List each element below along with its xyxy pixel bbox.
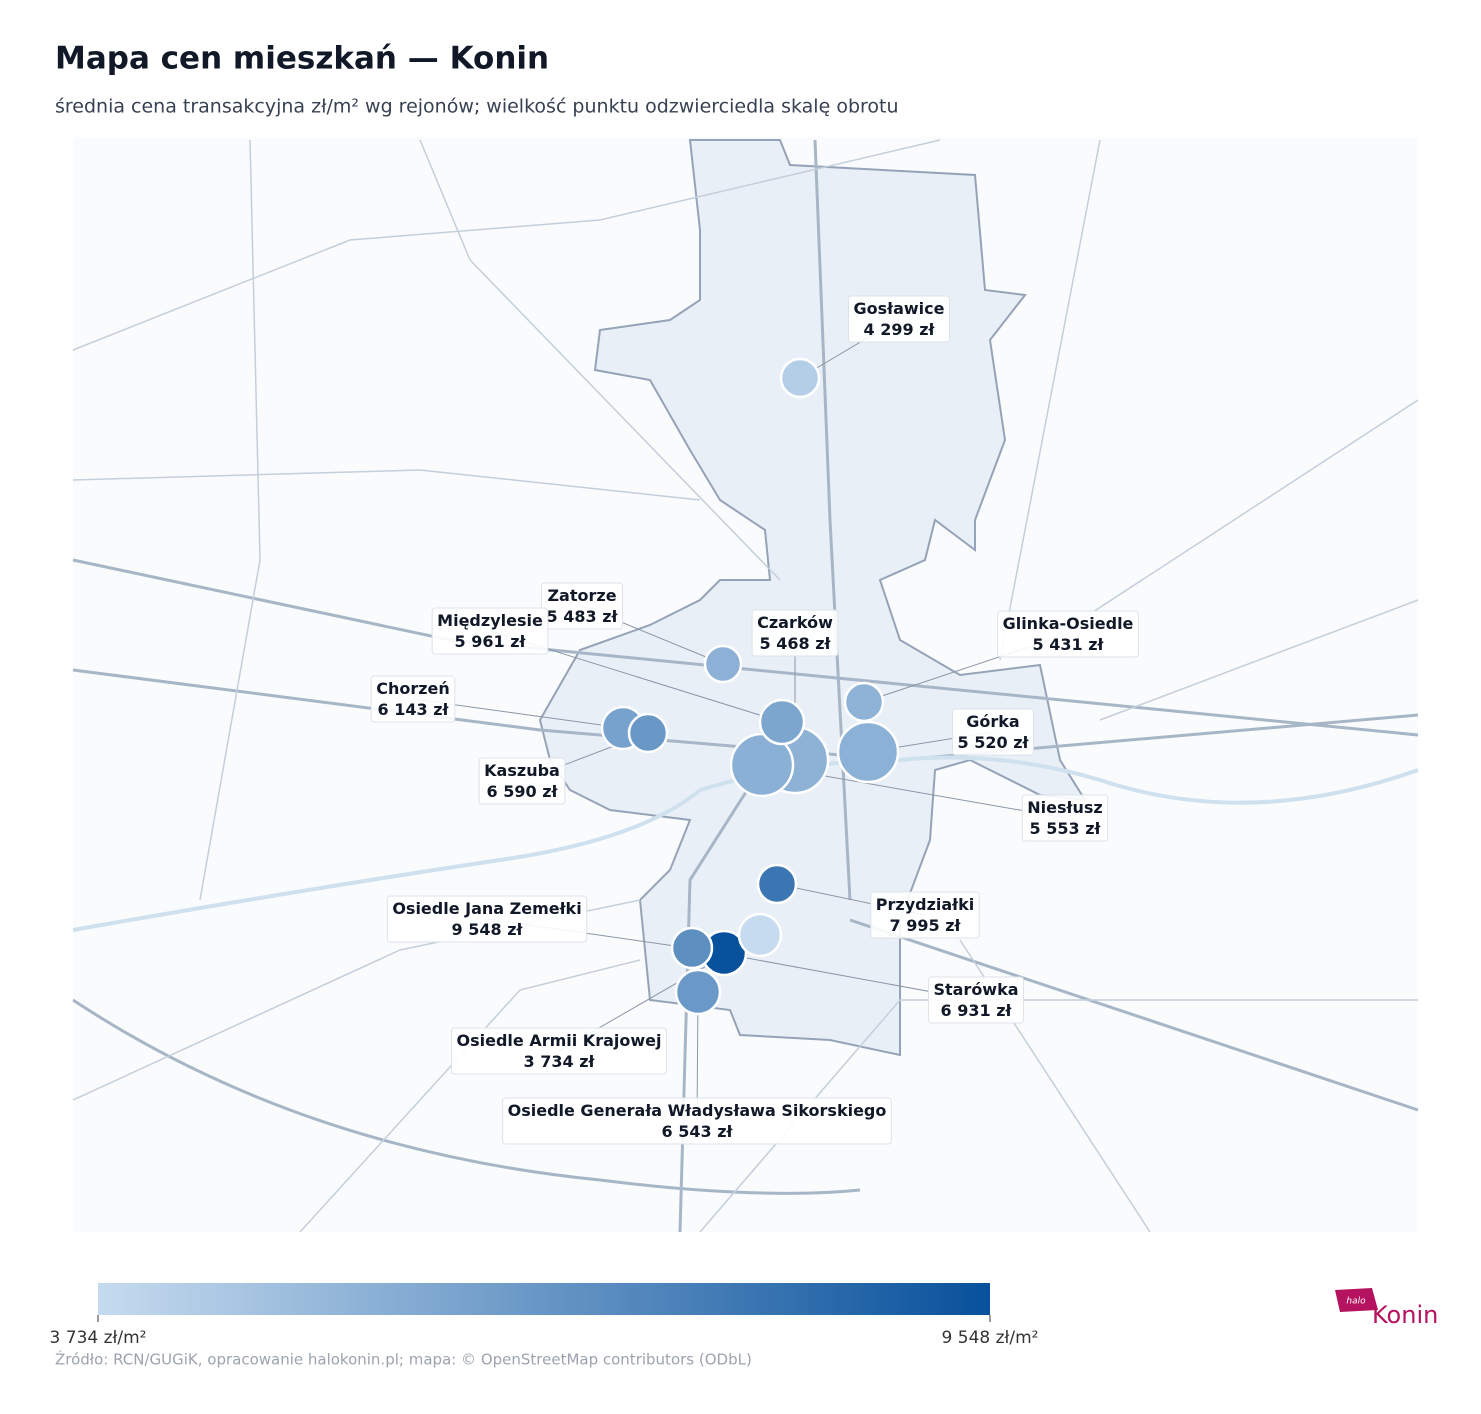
label-box [870, 891, 980, 939]
region-price: 5 468 zł [760, 634, 832, 653]
region-name: Niesłusz [1027, 798, 1102, 817]
bubble [670, 926, 714, 970]
region-label: Kaszuba 6 590 zł [478, 757, 566, 805]
logo-big: Konin [1372, 1301, 1438, 1329]
label-box [927, 976, 1025, 1024]
bubble [737, 912, 783, 958]
region-price: 4 299 zł [864, 320, 936, 339]
label-box [541, 582, 623, 630]
region-price: 6 590 zł [487, 782, 559, 801]
label-box [751, 609, 839, 657]
region-name: Przydziałki [876, 895, 974, 914]
region-name: Osiedle Jana Zemełki [392, 899, 581, 918]
region-name: Osiedle Armii Krajowej [457, 1031, 662, 1050]
region-price: 7 995 zł [890, 916, 962, 935]
title: Mapa cen mieszkań — Konin [55, 41, 549, 77]
label-box [1021, 794, 1109, 842]
map-base [72, 137, 1419, 1233]
region-label: Osiedle Armii Krajowej 3 734 zł [451, 1027, 667, 1075]
region-name: Czarków [757, 613, 833, 632]
region-price: 6 543 zł [662, 1122, 734, 1141]
logo-small: halo [1346, 1297, 1366, 1307]
bubble [843, 681, 885, 723]
region-label: Międzylesie 5 961 zł [431, 607, 549, 655]
colorbar [98, 1283, 990, 1315]
colorbar-tick-label: 9 548 zł/m² [942, 1328, 1039, 1348]
bubble [627, 712, 669, 754]
label-box [370, 675, 456, 723]
region-name: Osiedle Generała Władysława Sikorskiego [508, 1101, 887, 1120]
region-name: Gosławice [854, 299, 945, 318]
subtitle: średnia cena transakcyjna zł/m² wg rejon… [55, 96, 899, 118]
bubble [779, 357, 821, 399]
region-name: Glinka-Osiedle [1003, 614, 1134, 633]
colorbar-tick-label: 3 734 zł/m² [50, 1328, 147, 1348]
label-box [997, 610, 1139, 658]
region-name: Zatorze [547, 586, 616, 605]
region-price: 3 734 zł [524, 1052, 596, 1071]
label-box [502, 1097, 892, 1145]
region-label: Gosławice 4 299 zł [848, 295, 950, 343]
source: Źródło: RCN/GUGiK, opracowanie halokonin… [55, 1350, 752, 1369]
region-price: 5 961 zł [455, 632, 527, 651]
region-label: Zatorze 5 483 zł [541, 582, 623, 630]
bubble [758, 698, 806, 746]
region-price: 5 431 zł [1033, 635, 1105, 654]
label-box [478, 757, 566, 805]
region-name: Starówka [933, 980, 1018, 999]
region-price: 5 520 zł [958, 733, 1030, 752]
region-label: Niesłusz 5 553 zł [1021, 794, 1109, 842]
region-label: Osiedle Generała Władysława Sikorskiego 6… [502, 1097, 892, 1145]
region-price: 9 548 zł [452, 920, 524, 939]
region-price: 5 483 zł [547, 607, 619, 626]
region-label: Czarków 5 468 zł [751, 609, 839, 657]
region-label: Glinka-Osiedle 5 431 zł [997, 610, 1139, 658]
bubble [729, 732, 795, 798]
label-box [386, 895, 588, 943]
bubble [756, 863, 798, 905]
label-box [848, 295, 950, 343]
region-price: 6 143 zł [378, 700, 450, 719]
region-name: Kaszuba [484, 761, 560, 780]
bubble [703, 644, 743, 684]
region-label: Chorzeń 6 143 zł [370, 675, 456, 723]
bubble [836, 720, 900, 784]
region-name: Międzylesie [437, 611, 543, 630]
region-label: Górka 5 520 zł [952, 708, 1034, 756]
label-box [431, 607, 549, 655]
logo: halo Konin [1335, 1288, 1438, 1329]
region-label: Osiedle Jana Zemełki 9 548 zł [386, 895, 588, 943]
region-label: Przydziałki 7 995 zł [870, 891, 980, 939]
region-price: 6 931 zł [941, 1001, 1013, 1020]
region-name: Chorzeń [376, 679, 450, 698]
region-label: Starówka 6 931 zł [927, 976, 1025, 1024]
region-price: 5 553 zł [1030, 819, 1102, 838]
bubble [674, 968, 722, 1016]
label-box [451, 1027, 667, 1075]
region-name: Górka [966, 712, 1019, 731]
label-box [952, 708, 1034, 756]
